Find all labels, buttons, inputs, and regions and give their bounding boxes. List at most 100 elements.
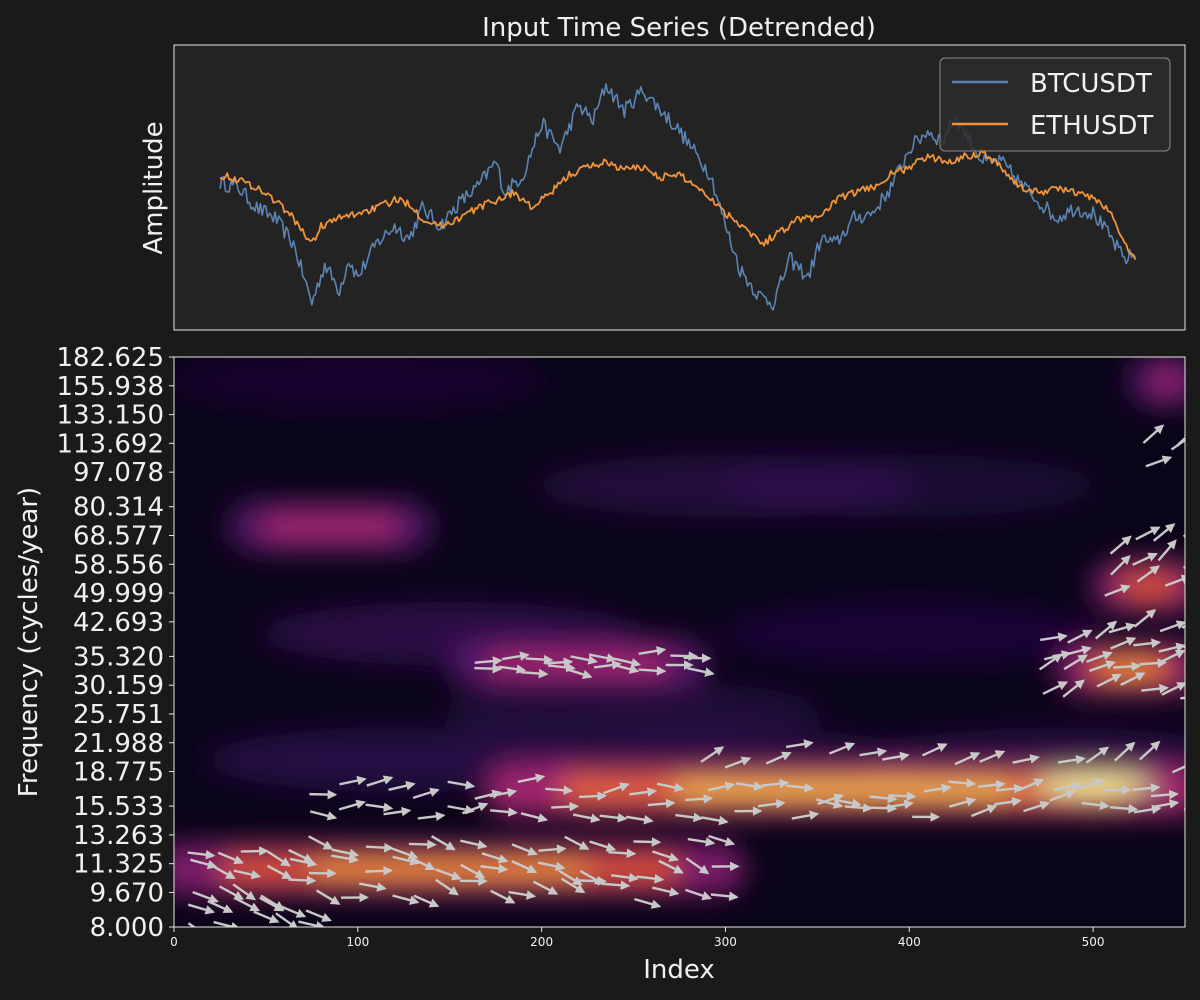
y-tick-label: 21.988 (73, 729, 164, 759)
legend-label-eth: ETHUSDT (1030, 111, 1153, 141)
power-ridge-peak (674, 782, 1015, 797)
phase-arrow (511, 860, 538, 874)
phase-arrow (599, 813, 628, 823)
phase-arrow (280, 905, 307, 918)
phase-arrow (888, 791, 917, 802)
phase-arrow (1177, 436, 1185, 446)
phase-arrow (240, 846, 269, 856)
phase-arrow (633, 837, 662, 847)
y-tick-label: 80.314 (73, 493, 164, 523)
phase-arrow (1023, 800, 1051, 813)
phase-arrow (288, 848, 314, 863)
phase-arrow (305, 909, 332, 922)
phase-arrow (700, 815, 729, 826)
phase-arrow (392, 855, 420, 866)
phase-arrow (308, 835, 334, 850)
phase-arrow (685, 857, 710, 875)
phase-arrow (331, 853, 359, 864)
phase-arrow (1152, 523, 1176, 542)
y-tick-label: 11.325 (73, 850, 164, 880)
phase-arrow (187, 849, 216, 860)
phase-arrow (1086, 651, 1113, 663)
phase-arrow (207, 900, 234, 914)
phase-arrow (1077, 778, 1105, 790)
power-blob (174, 357, 548, 414)
chart-title: Input Time Series (Detrended) (482, 13, 876, 43)
phase-arrow (1142, 424, 1165, 444)
phase-arrow (413, 894, 440, 908)
phase-arrow (489, 889, 516, 904)
phase-arrow (979, 750, 1006, 763)
phase-arrow (675, 812, 704, 823)
y-tick-label: 155.938 (56, 372, 164, 402)
phase-arrow (869, 793, 898, 804)
y-tick-label: 58.556 (73, 550, 164, 580)
phase-arrow (579, 876, 608, 886)
phase-arrow (560, 877, 586, 894)
phase-arrow (817, 793, 845, 806)
phase-arrow (1120, 672, 1146, 687)
phase-arrow (417, 811, 446, 822)
phase-arrow (537, 861, 566, 872)
phase-arrow (187, 922, 197, 927)
series-line-btcusdt (219, 83, 1136, 311)
phase-arrow (1039, 632, 1068, 642)
phase-arrow (288, 875, 317, 886)
phase-arrow (309, 810, 338, 821)
phase-arrow (761, 778, 790, 789)
phase-arrow (994, 796, 1022, 807)
phase-arrow (365, 842, 394, 853)
phase-arrow (435, 868, 462, 881)
phase-arrow (859, 747, 888, 757)
phase-arrow (538, 844, 567, 855)
phase-arrow (1113, 741, 1136, 762)
phase-arrow (757, 798, 786, 809)
phase-arrow (498, 664, 527, 674)
y-tick-label: 133.150 (56, 401, 164, 431)
phase-arrow (589, 840, 617, 852)
phase-arrow (234, 897, 261, 912)
phase-arrow (461, 802, 489, 815)
phase-arrow (1113, 661, 1142, 672)
power-ridge-core (1151, 366, 1183, 397)
phase-arrow (1110, 637, 1137, 650)
phase-arrow (315, 889, 341, 905)
phase-arrow (611, 872, 639, 883)
power-ridge-core (485, 648, 672, 679)
phase-arrow (724, 756, 752, 769)
heatmap-frame (173, 356, 1186, 928)
phase-arrow (309, 789, 338, 800)
phase-arrow (625, 814, 654, 825)
phase-arrow (652, 850, 680, 862)
phase-arrow (408, 839, 437, 850)
phase-arrow (791, 810, 820, 820)
phase-arrow (481, 852, 509, 864)
phase-arrow (558, 869, 583, 886)
phase-arrow (366, 775, 394, 787)
y-tick-label: 49.999 (73, 579, 164, 609)
phase-arrow (656, 782, 685, 793)
phase-arrow (508, 890, 537, 900)
phase-arrow (331, 848, 360, 859)
phase-arrow (192, 890, 219, 904)
phase-arrow (213, 920, 241, 927)
phase-arrow (365, 866, 394, 876)
phase-arrow (1151, 799, 1180, 809)
y-tick-label: 30.159 (73, 671, 164, 701)
phase-arrow (365, 802, 394, 812)
phase-arrow (700, 746, 725, 763)
phase-arrow (882, 751, 910, 762)
phase-arrow (588, 653, 617, 663)
power-ridge-core (1117, 570, 1180, 601)
phase-arrow (1053, 781, 1082, 792)
phase-arrow (1161, 682, 1185, 696)
phase-arrow (1159, 620, 1185, 633)
phase-arrow (638, 665, 667, 676)
y-tick-label: 15.533 (73, 792, 164, 822)
phase-arrow (259, 896, 285, 912)
x-tick-label: 400 (898, 935, 921, 949)
phase-arrow (708, 834, 736, 847)
phase-arrow (547, 662, 576, 673)
phase-arrow (253, 910, 280, 924)
phase-arrow (525, 654, 554, 665)
